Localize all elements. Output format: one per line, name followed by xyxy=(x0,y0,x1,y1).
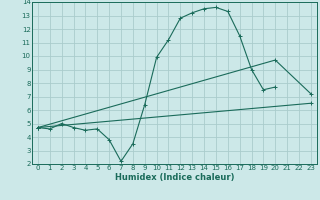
X-axis label: Humidex (Indice chaleur): Humidex (Indice chaleur) xyxy=(115,173,234,182)
